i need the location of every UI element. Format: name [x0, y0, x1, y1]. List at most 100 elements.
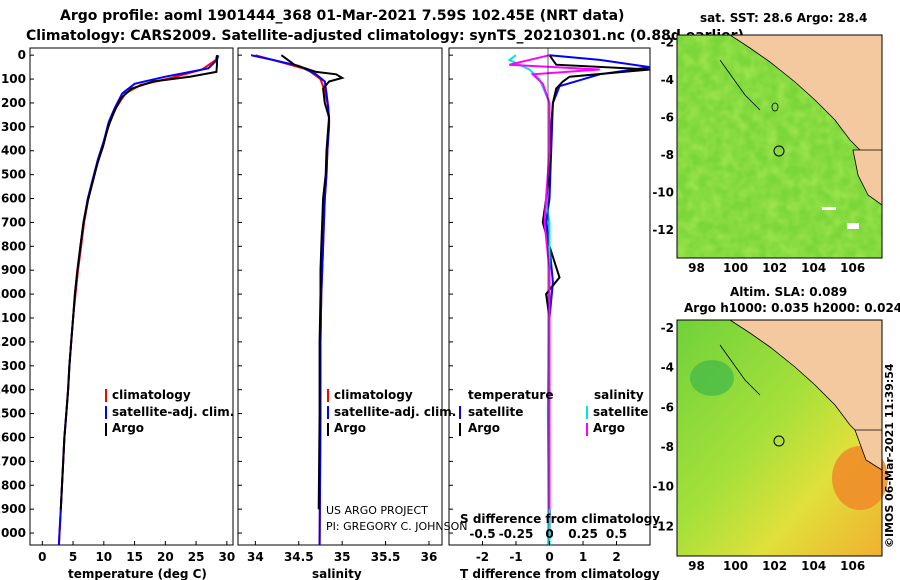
legend-climatology: climatology	[334, 388, 413, 402]
depth-tick-label: 1900	[0, 502, 26, 516]
temperature-panel	[29, 47, 234, 546]
sla-frame	[676, 319, 883, 557]
s-diff-ticks: -0.5 -0.25 0 0.25 0.5	[469, 527, 627, 541]
series-line	[541, 54, 650, 510]
island-outline	[719, 344, 761, 396]
legend-satellite-adj: satellite-adj. clim.	[112, 405, 234, 419]
lon-tick-label: 104	[801, 559, 826, 573]
credit-project: US ARGO PROJECT	[326, 504, 428, 517]
x-tick-label: 35	[334, 550, 351, 564]
temperature-xlabel: temperature (deg C)	[68, 567, 207, 580]
s-diff-tick-label: -0.5	[469, 527, 495, 541]
depth-tick-label: 700	[1, 215, 26, 229]
lon-tick-label: 106	[840, 261, 865, 275]
depth-tick-label: 600	[1, 192, 26, 206]
s-diff-tick-label: 0.25	[568, 527, 598, 541]
legend-s-argo: Argo	[593, 421, 625, 435]
depth-tick-label: 2000	[0, 526, 26, 540]
depth-tick-label: 200	[1, 96, 26, 110]
x-tick-label: 1	[579, 550, 587, 564]
lat-tick-label: -2	[661, 35, 674, 49]
java-land	[852, 149, 883, 206]
lon-tick-label: 98	[688, 261, 705, 275]
depth-tick-label: 1400	[0, 383, 26, 397]
legend-climatology: climatology	[112, 388, 191, 402]
lon-tick-label: 98	[688, 559, 705, 573]
lat-tick-label: -10	[652, 480, 674, 494]
legend-s-satellite: satellite	[593, 405, 648, 419]
temperature-x-ticks: 0 5 10 15 20 25 30	[38, 541, 235, 564]
depth-axis: 0 100 200 300 400 500 600 700 800 900 1000 1100 1200…	[0, 48, 453, 540]
imos-footer: ©IMOS 06-Mar-2021 11:39:54	[883, 363, 896, 548]
temperature-legend: climatology satellite-adj. clim. Argo	[105, 388, 234, 436]
x-tick-label: 30	[218, 550, 235, 564]
series-line	[280, 54, 345, 510]
t-diff-x-ticks: -2 -1 0 1 2	[476, 541, 621, 564]
x-tick-label: 5	[69, 550, 77, 564]
series-line	[509, 54, 600, 510]
lat-tick-label: -4	[661, 73, 674, 87]
credit-pi: PI: GREGORY C. JOHNSON	[326, 520, 467, 533]
salinity-legend: climatology satellite-adj. clim. Argo	[327, 388, 456, 436]
depth-tick-label: 800	[1, 239, 26, 253]
x-tick-label: 2	[612, 550, 620, 564]
lat-tick-label: -12	[652, 519, 674, 533]
series-line	[255, 54, 331, 545]
lon-tick-label: 102	[762, 559, 787, 573]
x-tick-label: 15	[126, 550, 143, 564]
lon-tick-label: 102	[762, 261, 787, 275]
x-tick-label: 36	[421, 550, 438, 564]
argo-location-marker	[773, 435, 785, 447]
x-tick-label: 20	[157, 550, 174, 564]
sla-low	[690, 360, 734, 396]
sla-map-title-1: Altim. SLA: 0.089	[730, 285, 847, 299]
series-line	[59, 55, 218, 510]
title-line-1: Argo profile: aoml 1901444_368 01-Mar-20…	[60, 8, 624, 24]
lat-tick-label: -6	[661, 400, 674, 414]
sla-map-ticks: 98 100 102 104 106 -2 -4 -6 -8 -10 -12	[652, 321, 865, 573]
x-tick-label: 0	[545, 550, 553, 564]
x-tick-label: 10	[95, 550, 112, 564]
x-tick-label: 34.5	[284, 550, 314, 564]
t-diff-xlabel: T difference from climatology	[460, 567, 660, 580]
lat-tick-label: -10	[652, 185, 674, 199]
temperature-series	[57, 54, 220, 545]
legend-argo: Argo	[334, 421, 366, 435]
legend-salinity: salinity	[594, 388, 644, 402]
sst-map-title: sat. SST: 28.6 Argo: 28.4	[700, 11, 867, 25]
depth-tick-label: 300	[1, 120, 26, 134]
sla-map-title-2: Argo h1000: 0.035 h2000: 0.024	[684, 301, 900, 315]
title-line-2: Climatology: CARS2009. Satellite-adjuste…	[26, 28, 744, 44]
depth-tick-label: 0	[18, 48, 26, 62]
salinity-series	[250, 54, 345, 545]
difference-series	[507, 54, 650, 545]
lon-tick-label: 106	[840, 559, 865, 573]
x-tick-label: 25	[188, 550, 205, 564]
series-line	[57, 54, 220, 545]
lat-tick-label: -8	[661, 440, 674, 454]
missing-data	[822, 207, 836, 210]
lon-tick-label: 100	[723, 559, 748, 573]
legend-t-argo: Argo	[468, 421, 500, 435]
x-tick-label: -2	[476, 550, 489, 564]
s-diff-tick-label: 0	[545, 527, 553, 541]
x-tick-label: 0	[38, 550, 46, 564]
salinity-panel	[237, 47, 443, 546]
s-diff-tick-label: -0.25	[499, 527, 534, 541]
series-line	[57, 54, 218, 545]
series-line	[545, 54, 650, 545]
x-tick-label: -1	[509, 550, 522, 564]
depth-tick-label: 400	[1, 144, 26, 158]
lat-tick-label: -6	[661, 110, 674, 124]
lat-tick-label: -2	[661, 321, 674, 335]
series-line	[250, 54, 331, 545]
legend-argo: Argo	[112, 421, 144, 435]
missing-data	[847, 223, 859, 229]
difference-legend: temperature salinity satellite Argo sate…	[459, 388, 648, 436]
x-tick-label: 34	[247, 550, 264, 564]
depth-tick-label: 1200	[0, 335, 26, 349]
salinity-x-ticks: 34 34.5 35 35.5 36	[247, 541, 437, 564]
lon-tick-label: 104	[801, 261, 826, 275]
depth-tick-label: 1600	[0, 430, 26, 444]
